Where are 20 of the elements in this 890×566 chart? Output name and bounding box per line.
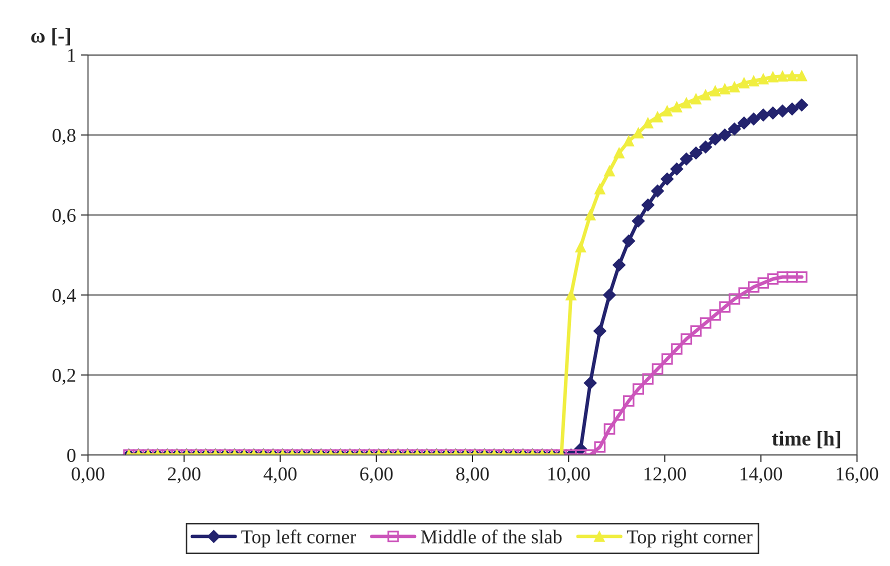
- x-tick-label: 14,00: [740, 467, 782, 484]
- x-tick-label: 4,00: [264, 467, 297, 484]
- y-tick-label: 0,8: [52, 128, 76, 145]
- y-tick-label: 0,6: [52, 208, 76, 225]
- x-tick-label: 10,00: [548, 467, 590, 484]
- y-tick-label: 0,2: [52, 368, 76, 385]
- y-tick-label: 1: [68, 48, 76, 62]
- legend-label: Middle of the slab: [420, 530, 562, 544]
- y-tick-label: 0,4: [52, 288, 76, 305]
- x-tick-label: 0,00: [72, 467, 104, 484]
- x-tick-label: 12,00: [644, 467, 686, 484]
- legend-label: Top left corner: [241, 530, 356, 548]
- y-tick-label: 0: [67, 448, 76, 462]
- x-tick-label: 8,00: [456, 467, 489, 484]
- y-axis-title: ω [-]: [31, 28, 70, 46]
- x-tick-label: 16,00: [836, 467, 878, 484]
- x-tick-label: 2,00: [168, 467, 200, 484]
- legend-label: Top right corner: [626, 530, 752, 548]
- x-axis-title: time [h]: [772, 431, 840, 448]
- x-tick-label: 6,00: [360, 467, 393, 484]
